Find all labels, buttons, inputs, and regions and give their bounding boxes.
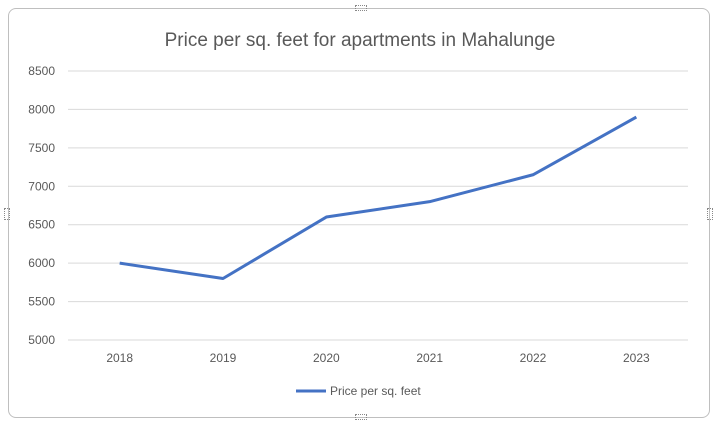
series-line <box>119 115 638 281</box>
resize-handle-top[interactable] <box>355 5 367 11</box>
x-tick-label: 2023 <box>623 351 650 365</box>
y-tick-label: 5000 <box>28 333 55 347</box>
resize-handle-right[interactable] <box>707 208 713 220</box>
chart-title: Price per sq. feet for apartments in Mah… <box>165 30 556 51</box>
x-tick-label: 2020 <box>313 351 340 365</box>
y-tick-label: 5500 <box>28 295 55 309</box>
y-tick-label: 8000 <box>28 102 55 116</box>
legend: Price per sq. feet <box>296 384 421 398</box>
y-tick-label: 6000 <box>28 256 55 270</box>
x-tick-label: 2019 <box>210 351 237 365</box>
y-tick-label: 7000 <box>28 179 55 193</box>
y-tick-label: 6500 <box>28 218 55 232</box>
x-tick-label: 2022 <box>520 351 547 365</box>
x-tick-label: 2018 <box>106 351 133 365</box>
y-tick-label: 8500 <box>28 64 55 78</box>
resize-handle-left[interactable] <box>4 208 10 220</box>
y-tick-label: 7500 <box>28 141 55 155</box>
resize-handle-bottom[interactable] <box>355 414 367 420</box>
x-tick-label: 2021 <box>416 351 443 365</box>
legend-label: Price per sq. feet <box>330 384 421 398</box>
